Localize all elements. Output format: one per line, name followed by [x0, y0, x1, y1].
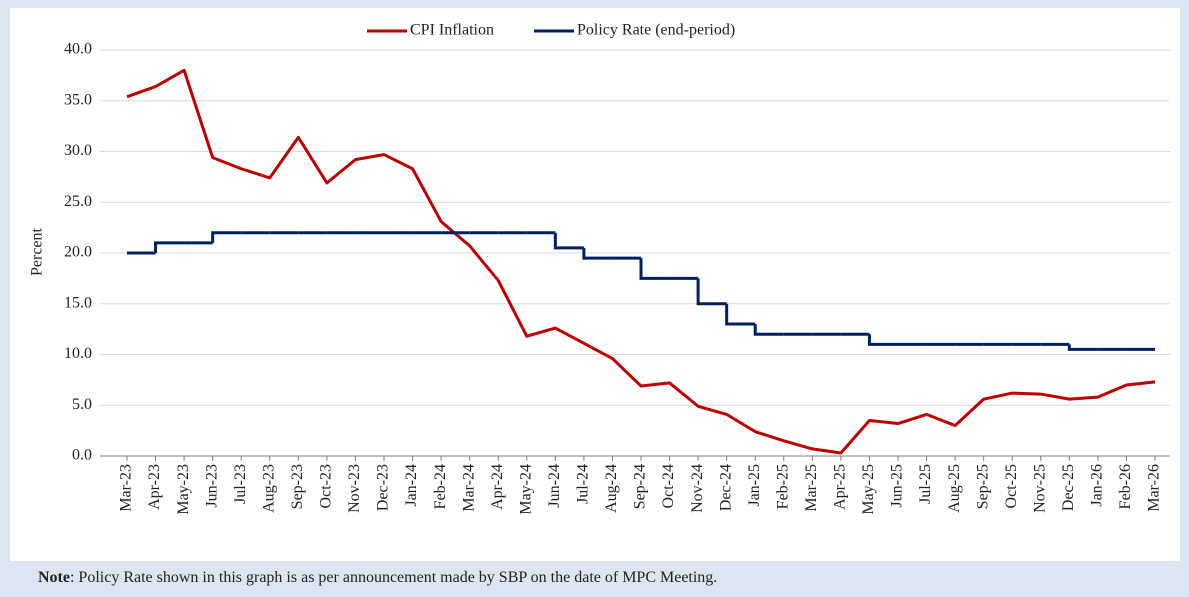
legend-label: Policy Rate (end-period): [577, 22, 735, 39]
x-tick-label: Aug-24: [603, 464, 620, 513]
step-segment: [867, 334, 898, 346]
x-tick-label: Oct-25: [1003, 464, 1020, 508]
y-tick-label: 20.0: [64, 244, 92, 261]
note: Note: Policy Rate shown in this graph is…: [38, 569, 717, 586]
x-tick-label: Feb-24: [432, 464, 449, 509]
x-tick-label: May-25: [860, 464, 877, 515]
x-tick-label: Sep-25: [974, 464, 991, 509]
y-tick-label: 40.0: [64, 41, 92, 58]
step-segment: [1067, 344, 1098, 351]
y-tick-label: 5.0: [72, 396, 92, 413]
x-tick-label: Oct-24: [660, 464, 677, 508]
plot-background: [10, 8, 1180, 561]
x-tick-label: Mar-25: [803, 464, 820, 512]
x-tick-label: Jan-26: [1089, 464, 1106, 507]
x-tick-label: Nov-25: [1031, 464, 1048, 513]
x-tick-label: Jun-24: [546, 464, 563, 508]
step-segment: [639, 258, 670, 280]
y-tick-label: 35.0: [64, 91, 92, 108]
x-tick-label: Mar-24: [460, 464, 477, 512]
x-tick-label: Mar-26: [1146, 464, 1163, 512]
x-tick-label: Feb-25: [774, 464, 791, 509]
step-segment: [753, 324, 784, 336]
series-line: [126, 68, 1156, 455]
note-text: : Policy Rate shown in this graph is as …: [70, 569, 717, 586]
x-tick-label: Dec-24: [717, 464, 734, 511]
y-tick-label: 30.0: [64, 142, 92, 159]
legend-label: CPI Inflation: [410, 22, 494, 39]
x-tick-label: May-23: [175, 464, 192, 515]
x-tick-label: Jul-25: [917, 464, 934, 504]
x-tick-label: Apr-24: [489, 464, 506, 510]
step-segment: [696, 278, 727, 306]
y-axis-label: Percent: [29, 227, 46, 276]
step-segment: [582, 247, 613, 260]
x-tick-label: Dec-25: [1060, 464, 1077, 511]
x-tick-label: Feb-26: [1117, 464, 1134, 509]
y-tick-label: 25.0: [64, 193, 92, 210]
x-tick-label: May-24: [517, 464, 534, 515]
step-segment: [725, 303, 756, 326]
x-tick-label: Jun-23: [203, 464, 220, 508]
step-segment: [553, 232, 584, 250]
x-tick-label: Dec-23: [375, 464, 392, 511]
x-tick-label: Nov-24: [689, 464, 706, 513]
x-tick-label: Nov-23: [346, 464, 363, 513]
x-tick-label: Oct-23: [318, 464, 335, 508]
x-tick-label: Jun-25: [889, 464, 906, 508]
x-tick-label: Apr-23: [146, 464, 163, 510]
y-tick-label: 10.0: [64, 345, 92, 362]
x-tick-label: Apr-25: [832, 464, 849, 510]
step-segment: [211, 231, 242, 243]
y-tick-label: 0.0: [72, 447, 92, 464]
x-tick-label: Aug-25: [946, 464, 963, 513]
x-tick-label: Jul-23: [232, 464, 249, 504]
x-tick-label: Aug-23: [260, 464, 277, 513]
x-tick-label: Jan-25: [746, 464, 763, 507]
x-tick-label: Sep-23: [289, 464, 306, 509]
x-tick-label: Jan-24: [403, 464, 420, 507]
y-tick-label: 15.0: [64, 294, 92, 311]
x-tick-label: Mar-23: [118, 464, 135, 512]
step-segment: [154, 241, 185, 253]
x-tick-label: Sep-24: [632, 464, 649, 509]
note-label: Note: [38, 569, 70, 586]
x-tick-label: Jul-24: [575, 464, 592, 504]
